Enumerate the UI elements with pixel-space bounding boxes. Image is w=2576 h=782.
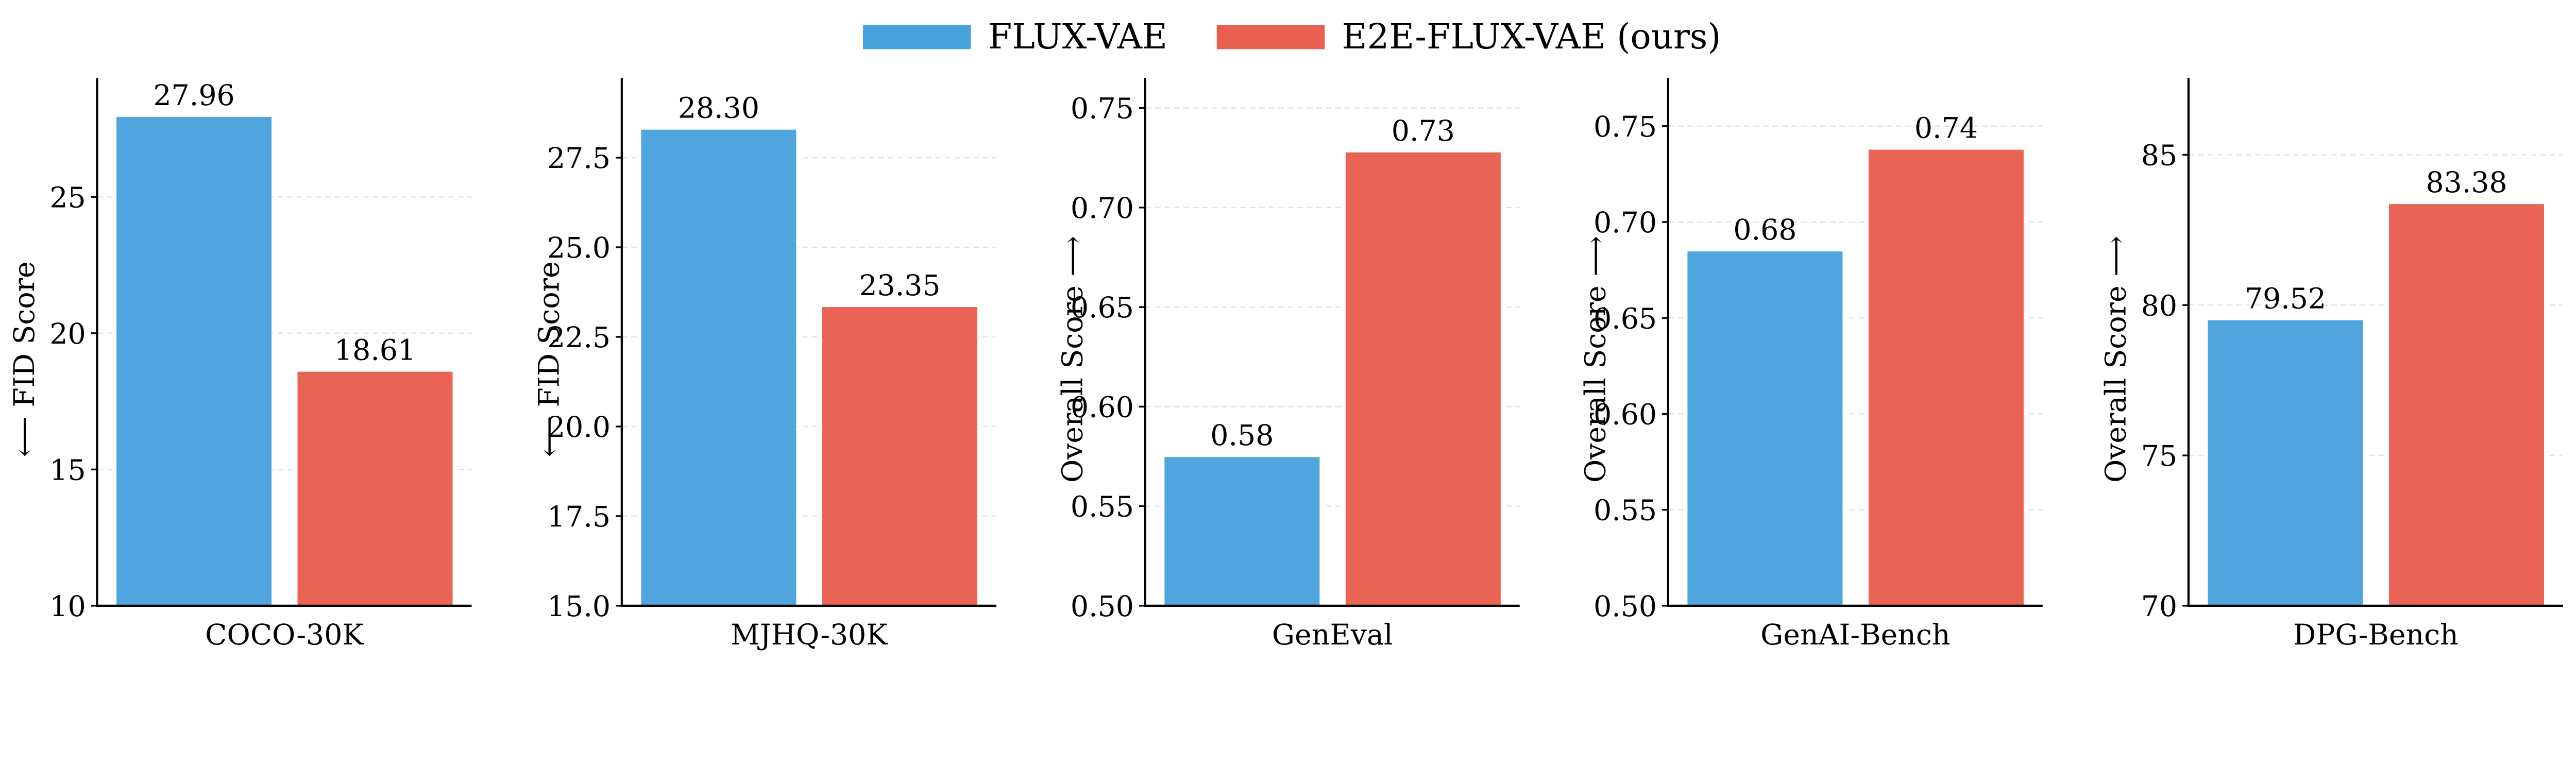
bar-e2e-flux-vae	[296, 370, 454, 607]
data-label: 18.61	[334, 334, 416, 367]
y-tick-label: 15	[49, 454, 86, 487]
y-tick-label: 20	[49, 318, 86, 351]
y-tick-label: 0.55	[1071, 491, 1134, 524]
legend-swatch-flux-vae	[863, 25, 971, 49]
panel-coco-30k: 10 15 20 25 27.96 18.61 COCO-30K ⟵ FID Score	[8, 78, 472, 652]
bar-flux-vae	[1163, 455, 1321, 607]
panel-mjhq-30k: 15.0 17.5 20.0 22.5 25.0 27.5 28.30 23.35 MJHQ-3…	[533, 78, 996, 652]
data-label: 0.73	[1392, 115, 1455, 148]
y-tick-label: 15.0	[547, 590, 611, 623]
y-tick-label: 27.5	[547, 142, 611, 175]
legend-label-flux-vae: FLUX-VAE	[988, 16, 1167, 57]
y-tick-label: 20.0	[547, 411, 611, 444]
data-label: 23.35	[859, 269, 940, 302]
bar-flux-vae	[2206, 318, 2364, 607]
y-tick-label: 85	[2141, 140, 2177, 173]
y-tick-label: 70	[2141, 590, 2177, 623]
y-tick-label: 80	[2141, 290, 2177, 322]
x-axis-label: GenAI-Bench	[1760, 619, 1950, 652]
x-axis-label: GenEval	[1272, 619, 1393, 652]
y-axis-label: Overall Score ⟶	[1580, 235, 1613, 483]
bar-flux-vae	[1686, 250, 1844, 607]
y-axis-label: Overall Score ⟶	[1056, 235, 1089, 483]
data-label: 0.74	[1914, 112, 1978, 145]
y-tick-label: 0.65	[1071, 292, 1134, 325]
bar-flux-vae	[115, 115, 273, 607]
x-axis-label: MJHQ-30K	[731, 619, 888, 652]
y-tick-label: 22.5	[547, 321, 611, 354]
y-tick-label: 0.75	[1594, 111, 1657, 144]
bar-e2e-flux-vae	[1867, 148, 2025, 607]
legend-swatch-e2e-flux-vae	[1216, 25, 1325, 49]
data-label: 0.68	[1733, 214, 1797, 247]
data-label: 0.58	[1210, 419, 1274, 452]
y-tick-label: 0.70	[1594, 207, 1657, 240]
y-tick-label: 0.60	[1071, 391, 1134, 424]
panel-genai-bench: 0.50 0.55 0.60 0.65 0.70 0.75 0.68 0.74 GenAI-Be…	[1580, 78, 2043, 652]
y-axis-label: ⟵ FID Score	[533, 261, 566, 457]
data-label: 83.38	[2426, 166, 2507, 199]
data-label: 28.30	[678, 92, 759, 125]
y-tick-label: 10	[49, 590, 86, 623]
x-axis-label: COCO-30K	[205, 619, 364, 652]
y-tick-label: 0.65	[1594, 302, 1657, 335]
data-label: 79.52	[2245, 282, 2326, 315]
y-tick-label: 17.5	[547, 501, 611, 534]
panel-geneval: 0.50 0.55 0.60 0.65 0.70 0.75 0.58 0.73 GenEval O…	[1056, 78, 1520, 652]
legend-label-e2e-flux-vae: E2E-FLUX-VAE (ours)	[1342, 16, 1721, 57]
y-tick-label: 0.60	[1594, 399, 1657, 432]
bar-e2e-flux-vae	[1344, 151, 1502, 607]
benchmark-bar-charts: FLUX-VAE E2E-FLUX-VAE (ours) 10 15 20 25 27.…	[8, 16, 2563, 652]
x-axis-label: DPG-Bench	[2293, 619, 2459, 652]
y-tick-label: 25.0	[547, 232, 611, 265]
y-tick-label: 0.75	[1071, 93, 1134, 126]
y-tick-label: 0.55	[1594, 495, 1657, 528]
y-axis-label: Overall Score ⟶	[2100, 235, 2133, 483]
legend: FLUX-VAE E2E-FLUX-VAE (ours)	[863, 16, 1721, 57]
bar-e2e-flux-vae	[821, 305, 979, 607]
y-tick-label: 25	[49, 181, 86, 214]
y-tick-label: 75	[2141, 440, 2177, 473]
panel-dpg-bench: 70 75 80 85 79.52 83.38 DPG-Bench Overall Score…	[2100, 78, 2563, 652]
bar-flux-vae	[639, 128, 798, 607]
y-tick-label: 0.50	[1594, 590, 1657, 623]
y-tick-label: 0.50	[1071, 590, 1134, 623]
data-label: 27.96	[153, 79, 234, 112]
bar-e2e-flux-vae	[2387, 202, 2546, 607]
y-tick-label: 0.70	[1071, 192, 1134, 225]
y-axis-label: ⟵ FID Score	[8, 261, 41, 457]
